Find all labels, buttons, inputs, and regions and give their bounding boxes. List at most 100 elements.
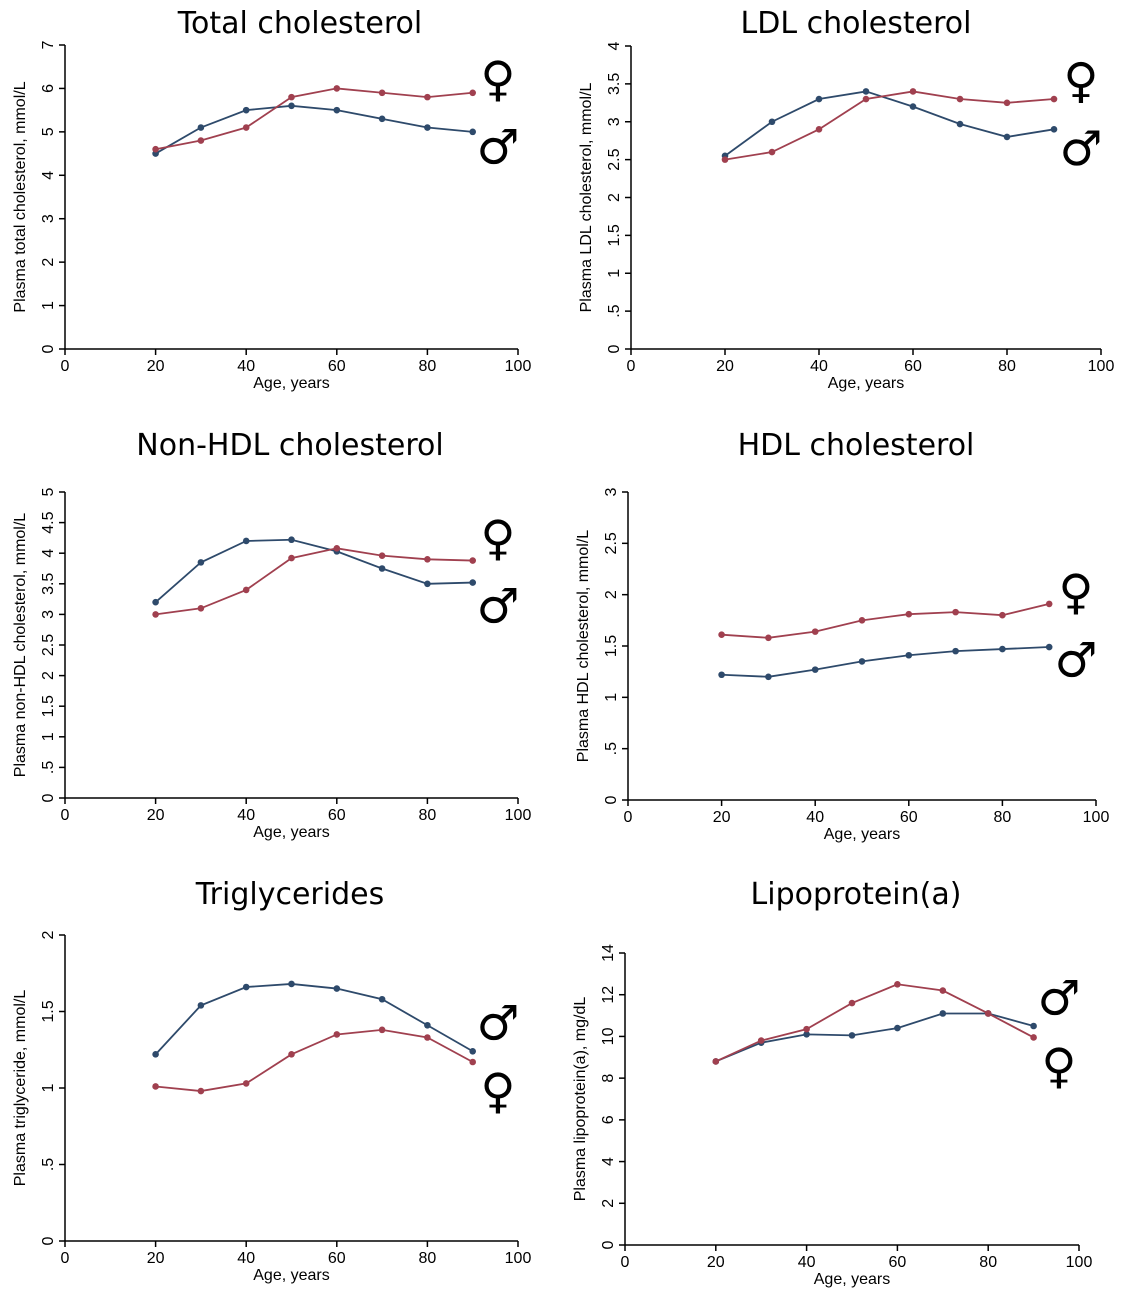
female-data-point xyxy=(956,95,964,103)
x-tick-label: 0 xyxy=(61,1250,70,1267)
male-data-point xyxy=(815,95,823,103)
y-tick-label: .5 xyxy=(40,1158,57,1171)
female-data-point xyxy=(712,1058,720,1065)
x-tick-label: 80 xyxy=(419,807,437,824)
x-tick-label: 80 xyxy=(994,809,1012,826)
y-tick-label: 1 xyxy=(40,732,57,741)
x-tick-label: 0 xyxy=(627,358,636,375)
male-data-point xyxy=(242,537,250,545)
female-data-point xyxy=(242,586,250,594)
y-tick-label: 0 xyxy=(40,793,57,802)
female-data-point xyxy=(378,89,386,97)
x-tick-label: 20 xyxy=(716,358,734,375)
female-data-point xyxy=(862,95,870,103)
chart-title: Non-HDL cholesterol xyxy=(136,428,444,463)
chart-title: Lipoprotein(a) xyxy=(750,877,962,912)
female-data-point xyxy=(984,1010,992,1017)
chart-plot: 0 .5 1 1.5 2 2.5 3 0 20 40 60 80 100 Age, years Plasma… xyxy=(575,487,1110,843)
female-data-point xyxy=(197,1087,205,1095)
female-data-point xyxy=(999,611,1006,619)
female-series-line xyxy=(724,90,1055,161)
x-axis-label: Age, years xyxy=(253,1267,329,1284)
female-data-point xyxy=(848,999,856,1007)
female-data-point xyxy=(288,1051,295,1058)
y-tick-label: .5 xyxy=(40,761,57,774)
female-data-point xyxy=(469,89,477,97)
panel-hdl-cholesterol: HDL cholesterol 0 .5 1 1.5 2 2.5 3 0 20 40 60 80 100… xyxy=(561,422,1121,852)
x-tick-label: 0 xyxy=(61,807,70,824)
x-tick-label: 40 xyxy=(237,1250,255,1267)
y-tick-label: 4.5 xyxy=(40,511,57,533)
y-tick-label: 3 xyxy=(606,117,623,126)
male-data-point xyxy=(858,658,866,665)
male-data-point xyxy=(1050,126,1058,133)
male-data-point xyxy=(424,124,431,131)
male-data-point xyxy=(909,103,917,110)
y-tick-label: 2 xyxy=(600,1199,617,1208)
x-tick-label: 100 xyxy=(505,358,532,375)
y-tick-label: 10 xyxy=(600,1027,617,1045)
male-symbol: ♂ xyxy=(1054,632,1097,688)
y-tick-label: 1 xyxy=(606,269,623,278)
y-tick-label: 0 xyxy=(603,795,620,804)
male-data-point xyxy=(378,995,386,1003)
panel-triglycerides: Triglycerides 0.5 1 1.5 2 0 20 40 60 80 100 Age, y… xyxy=(0,865,560,1291)
y-tick-label: 0 xyxy=(40,1236,57,1245)
female-data-point xyxy=(1030,1034,1037,1041)
y-tick-label: 14 xyxy=(600,944,617,962)
female-data-point xyxy=(765,634,772,642)
male-series-line xyxy=(155,538,473,603)
male-series-line xyxy=(715,1012,1034,1063)
chart-title: LDL cholesterol xyxy=(740,6,972,41)
male-data-point xyxy=(424,580,431,588)
male-data-point xyxy=(848,1032,856,1039)
x-tick-label: 60 xyxy=(904,358,922,375)
y-tick-label: 3.5 xyxy=(606,73,623,95)
x-tick-label: 40 xyxy=(237,358,255,375)
male-data-point xyxy=(718,671,725,679)
male-data-point xyxy=(197,124,205,131)
x-tick-label: 40 xyxy=(810,358,828,375)
female-data-point xyxy=(197,137,205,144)
y-tick-label: 3.5 xyxy=(40,573,57,595)
y-tick-label: 6 xyxy=(600,1115,617,1124)
x-tick-label: 0 xyxy=(61,358,70,375)
female-data-point xyxy=(952,608,959,616)
male-series-line xyxy=(724,90,1055,157)
female-data-point xyxy=(757,1037,765,1044)
y-tick-label: 2 xyxy=(603,590,620,599)
male-data-point xyxy=(288,980,295,988)
female-data-point xyxy=(1050,95,1058,103)
female-data-point xyxy=(288,93,295,101)
male-data-point xyxy=(469,579,477,586)
female-data-point xyxy=(858,617,866,624)
y-axis-label: Plasma non-HDL cholesterol, mmol/L xyxy=(12,513,29,778)
female-data-point xyxy=(424,556,431,563)
chart-title: Total cholesterol xyxy=(177,6,423,41)
x-tick-label: 60 xyxy=(328,1250,346,1267)
female-data-point xyxy=(288,554,295,562)
female-data-point xyxy=(718,631,725,639)
x-tick-label: 100 xyxy=(1083,809,1110,826)
male-series-line xyxy=(154,983,474,1055)
male-data-point xyxy=(811,666,819,673)
y-tick-label: 8 xyxy=(600,1074,617,1083)
female-symbol: ♀ xyxy=(480,1064,515,1120)
female-data-point xyxy=(242,1080,250,1087)
y-tick-label: 4 xyxy=(606,41,623,50)
x-tick-label: 40 xyxy=(237,807,255,824)
female-symbol: ♀ xyxy=(1058,564,1093,620)
x-tick-label: 60 xyxy=(328,358,346,375)
female-data-point xyxy=(378,1026,386,1034)
male-data-point xyxy=(333,985,341,992)
female-series-line xyxy=(155,1028,474,1092)
female-data-point xyxy=(1045,600,1053,608)
female-data-point xyxy=(152,1083,159,1090)
male-data-point xyxy=(242,983,250,991)
y-tick-label: 1 xyxy=(603,693,620,702)
male-data-point xyxy=(378,565,386,572)
panel-non-hdl-cholesterol: Non-HDL cholesterol 0 .5 1 1.5 2 2.5 3 3.5 4 4.5 5… xyxy=(0,422,560,852)
y-tick-label: 3 xyxy=(40,610,57,619)
